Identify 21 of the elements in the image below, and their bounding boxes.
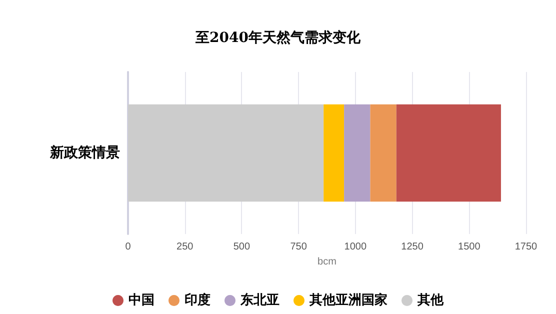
x-tick-label: 750 <box>290 242 308 252</box>
bar <box>324 104 344 202</box>
chart-title: 至2040年天然气需求变化 <box>194 29 362 46</box>
legend-label: 其他 <box>416 293 444 308</box>
x-tick-label: 0 <box>125 242 132 252</box>
legend-label: 东北亚 <box>240 292 280 308</box>
x-axis-title: bcm <box>318 256 336 268</box>
bar <box>128 104 324 202</box>
legend-label: 其他亚洲国家 <box>308 292 388 308</box>
x-tick-label: 500 <box>233 242 250 252</box>
x-tick-label: 1250 <box>401 242 424 252</box>
x-tick-label: 250 <box>176 242 194 252</box>
legend-label: 印度 <box>184 292 210 308</box>
bar <box>396 104 501 202</box>
bar <box>370 104 396 202</box>
x-tick-label: 1750 <box>514 242 538 252</box>
x-tick-label: 1000 <box>344 242 367 252</box>
bar <box>344 104 370 202</box>
x-tick-label: 1500 <box>458 242 481 252</box>
legend-label: 中国 <box>128 293 154 308</box>
y-tick-label: 新政策情景 <box>49 144 120 161</box>
